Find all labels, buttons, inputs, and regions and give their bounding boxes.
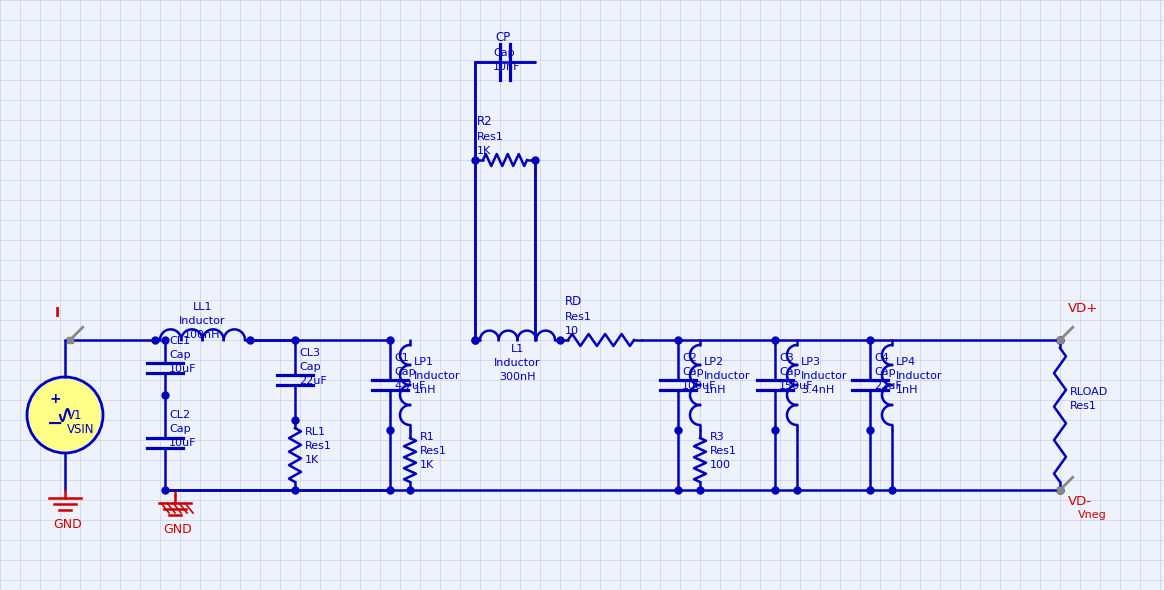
Text: LP3: LP3 (801, 357, 821, 367)
Circle shape (29, 379, 101, 451)
Text: LP1: LP1 (414, 357, 434, 367)
Text: 1nH: 1nH (704, 385, 726, 395)
Text: I: I (55, 306, 59, 320)
Text: Inductor: Inductor (896, 371, 943, 381)
Text: 22uF: 22uF (299, 376, 327, 386)
Text: Inductor: Inductor (495, 358, 541, 368)
Text: Cap: Cap (169, 424, 191, 434)
Text: CL1: CL1 (169, 336, 190, 346)
Text: 100uF: 100uF (682, 381, 717, 391)
Text: Res1: Res1 (477, 132, 504, 142)
Text: 100: 100 (710, 460, 731, 470)
Text: Cap: Cap (169, 349, 191, 359)
Text: Cap: Cap (874, 367, 895, 377)
Text: 1K: 1K (420, 460, 434, 470)
Text: 10: 10 (565, 326, 579, 336)
Text: LP4: LP4 (896, 357, 916, 367)
Text: 100nH: 100nH (184, 330, 221, 340)
Text: 4.7uF: 4.7uF (393, 381, 425, 391)
Text: RD: RD (565, 295, 582, 308)
Text: GND: GND (163, 523, 192, 536)
Text: 150uF: 150uF (779, 381, 814, 391)
Text: Res1: Res1 (1070, 401, 1096, 411)
Text: C4: C4 (874, 353, 889, 363)
Text: Inductor: Inductor (414, 371, 461, 381)
Text: Inductor: Inductor (704, 371, 751, 381)
Text: Cap: Cap (494, 48, 514, 58)
Text: R3: R3 (710, 432, 725, 442)
Text: 1nH: 1nH (414, 385, 436, 395)
Text: Cap: Cap (393, 367, 416, 377)
Text: C1: C1 (393, 353, 409, 363)
Text: 1K: 1K (305, 455, 319, 465)
Text: Res1: Res1 (420, 446, 447, 456)
Text: CL2: CL2 (169, 411, 190, 421)
Text: Cap: Cap (682, 367, 703, 377)
Text: +: + (49, 392, 61, 406)
Text: 10uF: 10uF (169, 438, 197, 448)
Text: RL1: RL1 (305, 427, 326, 437)
Text: 22uF: 22uF (874, 381, 902, 391)
Text: Inductor: Inductor (801, 371, 847, 381)
Text: R1: R1 (420, 432, 434, 442)
Text: L1: L1 (511, 344, 524, 354)
Text: −: − (47, 414, 63, 432)
Text: CP: CP (495, 31, 510, 44)
Text: Res1: Res1 (305, 441, 332, 451)
Text: LL1: LL1 (193, 302, 212, 312)
Text: RLOAD: RLOAD (1070, 387, 1108, 397)
Text: C2: C2 (682, 353, 697, 363)
Text: Res1: Res1 (565, 312, 591, 322)
Text: 1K: 1K (477, 146, 491, 156)
Text: 10uF: 10uF (169, 363, 197, 373)
Text: 300nH: 300nH (499, 372, 535, 382)
Text: Vneg: Vneg (1078, 510, 1107, 520)
Text: Cap: Cap (779, 367, 801, 377)
Text: 1nH: 1nH (896, 385, 918, 395)
Text: Cap: Cap (299, 362, 320, 372)
Text: C3: C3 (779, 353, 794, 363)
Text: VD+: VD+ (1069, 302, 1099, 315)
Text: 10nF: 10nF (494, 62, 520, 72)
Text: V1: V1 (68, 409, 83, 422)
Text: VSIN: VSIN (68, 423, 94, 436)
Text: 3.4nH: 3.4nH (801, 385, 835, 395)
Text: Inductor: Inductor (179, 316, 226, 326)
Text: GND: GND (54, 518, 81, 531)
Text: CL3: CL3 (299, 348, 320, 358)
Text: LP2: LP2 (704, 357, 724, 367)
Text: VD-: VD- (1069, 495, 1092, 508)
Text: Res1: Res1 (710, 446, 737, 456)
Text: R2: R2 (477, 115, 492, 128)
